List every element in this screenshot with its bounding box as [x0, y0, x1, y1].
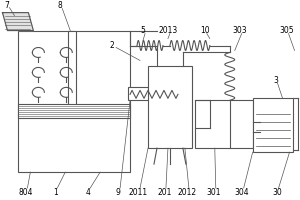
Bar: [18, 31, 130, 172]
Bar: [195, 100, 253, 148]
Text: 30: 30: [273, 188, 283, 197]
Bar: [18, 104, 130, 118]
Text: 1: 1: [53, 188, 58, 197]
Text: 303: 303: [232, 26, 247, 35]
Text: 2013: 2013: [158, 26, 178, 35]
Bar: [253, 98, 292, 152]
Bar: [128, 87, 180, 100]
Text: 301: 301: [206, 188, 221, 197]
Bar: [148, 66, 192, 148]
Text: 5: 5: [141, 26, 146, 35]
Text: 304: 304: [234, 188, 249, 197]
Bar: [68, 31, 76, 105]
Text: 3: 3: [273, 76, 278, 85]
Text: 9: 9: [116, 188, 121, 197]
Text: 2: 2: [110, 41, 115, 50]
Text: 7: 7: [4, 1, 9, 10]
Text: 10: 10: [200, 26, 210, 35]
Text: 2011: 2011: [128, 188, 148, 197]
Text: 4: 4: [86, 188, 91, 197]
Text: 804: 804: [18, 188, 33, 197]
Polygon shape: [2, 13, 33, 31]
Text: 8: 8: [58, 1, 63, 10]
Text: 201: 201: [158, 188, 172, 197]
Text: 305: 305: [279, 26, 294, 35]
Text: 2012: 2012: [177, 188, 196, 197]
